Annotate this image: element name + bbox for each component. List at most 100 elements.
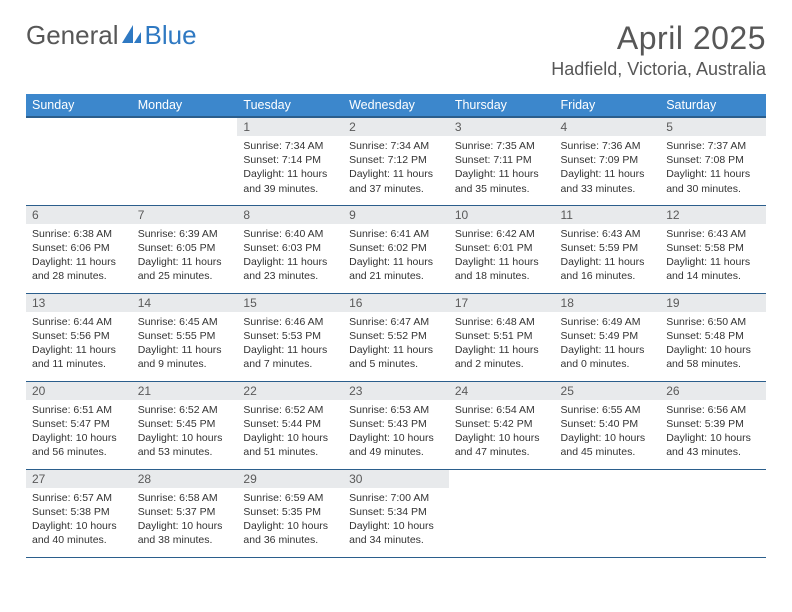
- calendar-day-cell: 3Sunrise: 7:35 AMSunset: 7:11 PMDaylight…: [449, 117, 555, 205]
- day-details: Sunrise: 6:57 AMSunset: 5:38 PMDaylight:…: [26, 488, 132, 552]
- daylight-text: Daylight: 10 hours and 53 minutes.: [138, 431, 232, 459]
- day-details: Sunrise: 7:34 AMSunset: 7:14 PMDaylight:…: [237, 136, 343, 200]
- day-details: Sunrise: 6:47 AMSunset: 5:52 PMDaylight:…: [343, 312, 449, 376]
- calendar-day-cell: ..: [26, 117, 132, 205]
- daylight-text: Daylight: 11 hours and 18 minutes.: [455, 255, 549, 283]
- sunrise-text: Sunrise: 7:00 AM: [349, 491, 443, 505]
- sunset-text: Sunset: 6:05 PM: [138, 241, 232, 255]
- sunset-text: Sunset: 5:53 PM: [243, 329, 337, 343]
- day-details: Sunrise: 6:48 AMSunset: 5:51 PMDaylight:…: [449, 312, 555, 376]
- calendar-day-cell: 5Sunrise: 7:37 AMSunset: 7:08 PMDaylight…: [660, 117, 766, 205]
- title-block: April 2025 Hadfield, Victoria, Australia: [551, 20, 766, 80]
- calendar-day-cell: 11Sunrise: 6:43 AMSunset: 5:59 PMDayligh…: [555, 205, 661, 293]
- day-details: Sunrise: 6:44 AMSunset: 5:56 PMDaylight:…: [26, 312, 132, 376]
- calendar-day-cell: 21Sunrise: 6:52 AMSunset: 5:45 PMDayligh…: [132, 381, 238, 469]
- day-number: 14: [132, 294, 238, 312]
- sunset-text: Sunset: 5:35 PM: [243, 505, 337, 519]
- day-number: 30: [343, 470, 449, 488]
- day-details: Sunrise: 7:35 AMSunset: 7:11 PMDaylight:…: [449, 136, 555, 200]
- calendar-week-row: 20Sunrise: 6:51 AMSunset: 5:47 PMDayligh…: [26, 381, 766, 469]
- sunrise-text: Sunrise: 6:45 AM: [138, 315, 232, 329]
- day-details: Sunrise: 6:55 AMSunset: 5:40 PMDaylight:…: [555, 400, 661, 464]
- calendar-day-cell: 18Sunrise: 6:49 AMSunset: 5:49 PMDayligh…: [555, 293, 661, 381]
- sunrise-text: Sunrise: 6:42 AM: [455, 227, 549, 241]
- day-number: 12: [660, 206, 766, 224]
- sunrise-text: Sunrise: 7:36 AM: [561, 139, 655, 153]
- weekday-header: Sunday: [26, 94, 132, 117]
- sunset-text: Sunset: 5:42 PM: [455, 417, 549, 431]
- day-details: Sunrise: 6:42 AMSunset: 6:01 PMDaylight:…: [449, 224, 555, 288]
- day-details: Sunrise: 6:46 AMSunset: 5:53 PMDaylight:…: [237, 312, 343, 376]
- day-details: Sunrise: 6:53 AMSunset: 5:43 PMDaylight:…: [343, 400, 449, 464]
- day-number: 26: [660, 382, 766, 400]
- sunrise-text: Sunrise: 7:34 AM: [349, 139, 443, 153]
- sunrise-text: Sunrise: 6:38 AM: [32, 227, 126, 241]
- day-details: Sunrise: 7:37 AMSunset: 7:08 PMDaylight:…: [660, 136, 766, 200]
- daylight-text: Daylight: 11 hours and 9 minutes.: [138, 343, 232, 371]
- calendar-table: SundayMondayTuesdayWednesdayThursdayFrid…: [26, 94, 766, 558]
- sunrise-text: Sunrise: 6:59 AM: [243, 491, 337, 505]
- sunset-text: Sunset: 5:52 PM: [349, 329, 443, 343]
- day-number: 10: [449, 206, 555, 224]
- sunset-text: Sunset: 7:11 PM: [455, 153, 549, 167]
- calendar-week-row: 13Sunrise: 6:44 AMSunset: 5:56 PMDayligh…: [26, 293, 766, 381]
- weekday-header: Monday: [132, 94, 238, 117]
- sunset-text: Sunset: 5:49 PM: [561, 329, 655, 343]
- sunrise-text: Sunrise: 6:52 AM: [243, 403, 337, 417]
- calendar-day-cell: 15Sunrise: 6:46 AMSunset: 5:53 PMDayligh…: [237, 293, 343, 381]
- calendar-day-cell: 7Sunrise: 6:39 AMSunset: 6:05 PMDaylight…: [132, 205, 238, 293]
- sunset-text: Sunset: 5:56 PM: [32, 329, 126, 343]
- calendar-day-cell: 4Sunrise: 7:36 AMSunset: 7:09 PMDaylight…: [555, 117, 661, 205]
- day-details: Sunrise: 6:45 AMSunset: 5:55 PMDaylight:…: [132, 312, 238, 376]
- day-number: 2: [343, 118, 449, 136]
- sunset-text: Sunset: 5:47 PM: [32, 417, 126, 431]
- sunrise-text: Sunrise: 6:44 AM: [32, 315, 126, 329]
- page-header: General Blue April 2025 Hadfield, Victor…: [0, 0, 792, 88]
- sunrise-text: Sunrise: 6:48 AM: [455, 315, 549, 329]
- logo-sail-icon: [121, 24, 143, 44]
- sunset-text: Sunset: 5:45 PM: [138, 417, 232, 431]
- daylight-text: Daylight: 10 hours and 56 minutes.: [32, 431, 126, 459]
- day-number: 15: [237, 294, 343, 312]
- day-number: 20: [26, 382, 132, 400]
- day-details: Sunrise: 6:59 AMSunset: 5:35 PMDaylight:…: [237, 488, 343, 552]
- day-number: 23: [343, 382, 449, 400]
- day-number: 25: [555, 382, 661, 400]
- sunrise-text: Sunrise: 6:43 AM: [666, 227, 760, 241]
- day-details: Sunrise: 6:52 AMSunset: 5:44 PMDaylight:…: [237, 400, 343, 464]
- calendar-day-cell: 14Sunrise: 6:45 AMSunset: 5:55 PMDayligh…: [132, 293, 238, 381]
- daylight-text: Daylight: 10 hours and 38 minutes.: [138, 519, 232, 547]
- daylight-text: Daylight: 11 hours and 2 minutes.: [455, 343, 549, 371]
- daylight-text: Daylight: 11 hours and 39 minutes.: [243, 167, 337, 195]
- sunset-text: Sunset: 5:59 PM: [561, 241, 655, 255]
- sunset-text: Sunset: 5:58 PM: [666, 241, 760, 255]
- sunset-text: Sunset: 7:09 PM: [561, 153, 655, 167]
- day-number: 21: [132, 382, 238, 400]
- sunrise-text: Sunrise: 6:55 AM: [561, 403, 655, 417]
- day-number: 7: [132, 206, 238, 224]
- daylight-text: Daylight: 11 hours and 21 minutes.: [349, 255, 443, 283]
- weekday-header: Wednesday: [343, 94, 449, 117]
- sunrise-text: Sunrise: 7:34 AM: [243, 139, 337, 153]
- day-details: Sunrise: 6:49 AMSunset: 5:49 PMDaylight:…: [555, 312, 661, 376]
- calendar-body: ....1Sunrise: 7:34 AMSunset: 7:14 PMDayl…: [26, 117, 766, 557]
- day-number: 22: [237, 382, 343, 400]
- calendar-week-row: 6Sunrise: 6:38 AMSunset: 6:06 PMDaylight…: [26, 205, 766, 293]
- sunset-text: Sunset: 5:38 PM: [32, 505, 126, 519]
- day-number: 5: [660, 118, 766, 136]
- day-number: 9: [343, 206, 449, 224]
- day-details: Sunrise: 7:00 AMSunset: 5:34 PMDaylight:…: [343, 488, 449, 552]
- day-number: 27: [26, 470, 132, 488]
- day-number: 29: [237, 470, 343, 488]
- weekday-header: Thursday: [449, 94, 555, 117]
- sunset-text: Sunset: 5:48 PM: [666, 329, 760, 343]
- calendar-day-cell: ..: [132, 117, 238, 205]
- daylight-text: Daylight: 10 hours and 40 minutes.: [32, 519, 126, 547]
- weekday-header: Friday: [555, 94, 661, 117]
- page-title: April 2025: [551, 20, 766, 57]
- calendar-day-cell: 27Sunrise: 6:57 AMSunset: 5:38 PMDayligh…: [26, 469, 132, 557]
- day-details: Sunrise: 6:39 AMSunset: 6:05 PMDaylight:…: [132, 224, 238, 288]
- location-subtitle: Hadfield, Victoria, Australia: [551, 59, 766, 80]
- day-number: 4: [555, 118, 661, 136]
- sunrise-text: Sunrise: 6:47 AM: [349, 315, 443, 329]
